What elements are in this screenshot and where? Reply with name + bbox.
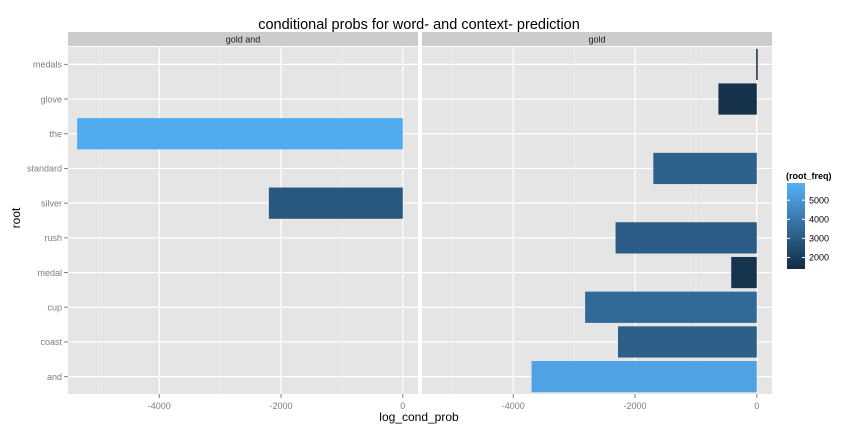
x-tick-label: -2000 — [624, 401, 647, 411]
facet-panel: gold and -4000 -2000 0 — [68, 32, 418, 411]
bar-rush — [615, 222, 757, 254]
x-tick-label: 0 — [400, 401, 405, 411]
y-tick-label: and — [47, 372, 62, 382]
facet-label: gold and — [226, 35, 261, 45]
y-tick-label: coast — [40, 337, 62, 347]
bar-medals — [756, 48, 758, 80]
y-tick-label: rush — [44, 233, 62, 243]
x-axis-label: log_cond_prob — [379, 410, 459, 424]
y-tick-label: the — [49, 129, 62, 139]
legend-tick-label: 4000 — [809, 215, 829, 225]
legend-tick-label: 5000 — [809, 195, 829, 205]
facet-panel: gold -4000 -2000 0 — [422, 32, 772, 411]
legend-title: (root_freq) — [786, 171, 832, 181]
bar-the — [77, 118, 403, 150]
bar-cup — [585, 291, 757, 323]
legend-colorbar — [787, 183, 805, 269]
bar-coast — [618, 326, 757, 358]
y-axis: medals glove the standard silver rush medal cup… — [27, 60, 68, 382]
chart-title: conditional probs for word- and context-… — [258, 17, 580, 33]
facet-label: gold — [588, 35, 605, 45]
bar-silver — [268, 187, 403, 219]
x-tick-label: -4000 — [502, 401, 525, 411]
bar-standard — [653, 152, 757, 185]
legend: (root_freq) 5000 4000 3000 2000 — [786, 171, 832, 269]
x-tick-label: -4000 — [148, 401, 171, 411]
y-tick-label: silver — [41, 198, 62, 208]
bar-glove — [718, 83, 757, 115]
y-tick-label: medals — [33, 60, 63, 70]
y-tick-label: glove — [40, 94, 62, 104]
facet-strip — [68, 32, 418, 46]
legend-tick-label: 2000 — [809, 253, 829, 263]
y-tick-label: standard — [27, 164, 62, 174]
facet-strip — [422, 32, 772, 46]
bar-medal — [731, 256, 757, 289]
legend-tick-label: 3000 — [809, 234, 829, 244]
y-axis-label: root — [9, 207, 23, 228]
x-tick-label: -2000 — [270, 401, 293, 411]
y-tick-label: medal — [37, 268, 62, 278]
panel-background — [68, 47, 418, 394]
y-tick-label: cup — [47, 302, 62, 312]
x-tick-label: 0 — [754, 401, 759, 411]
bar-and — [531, 361, 757, 393]
